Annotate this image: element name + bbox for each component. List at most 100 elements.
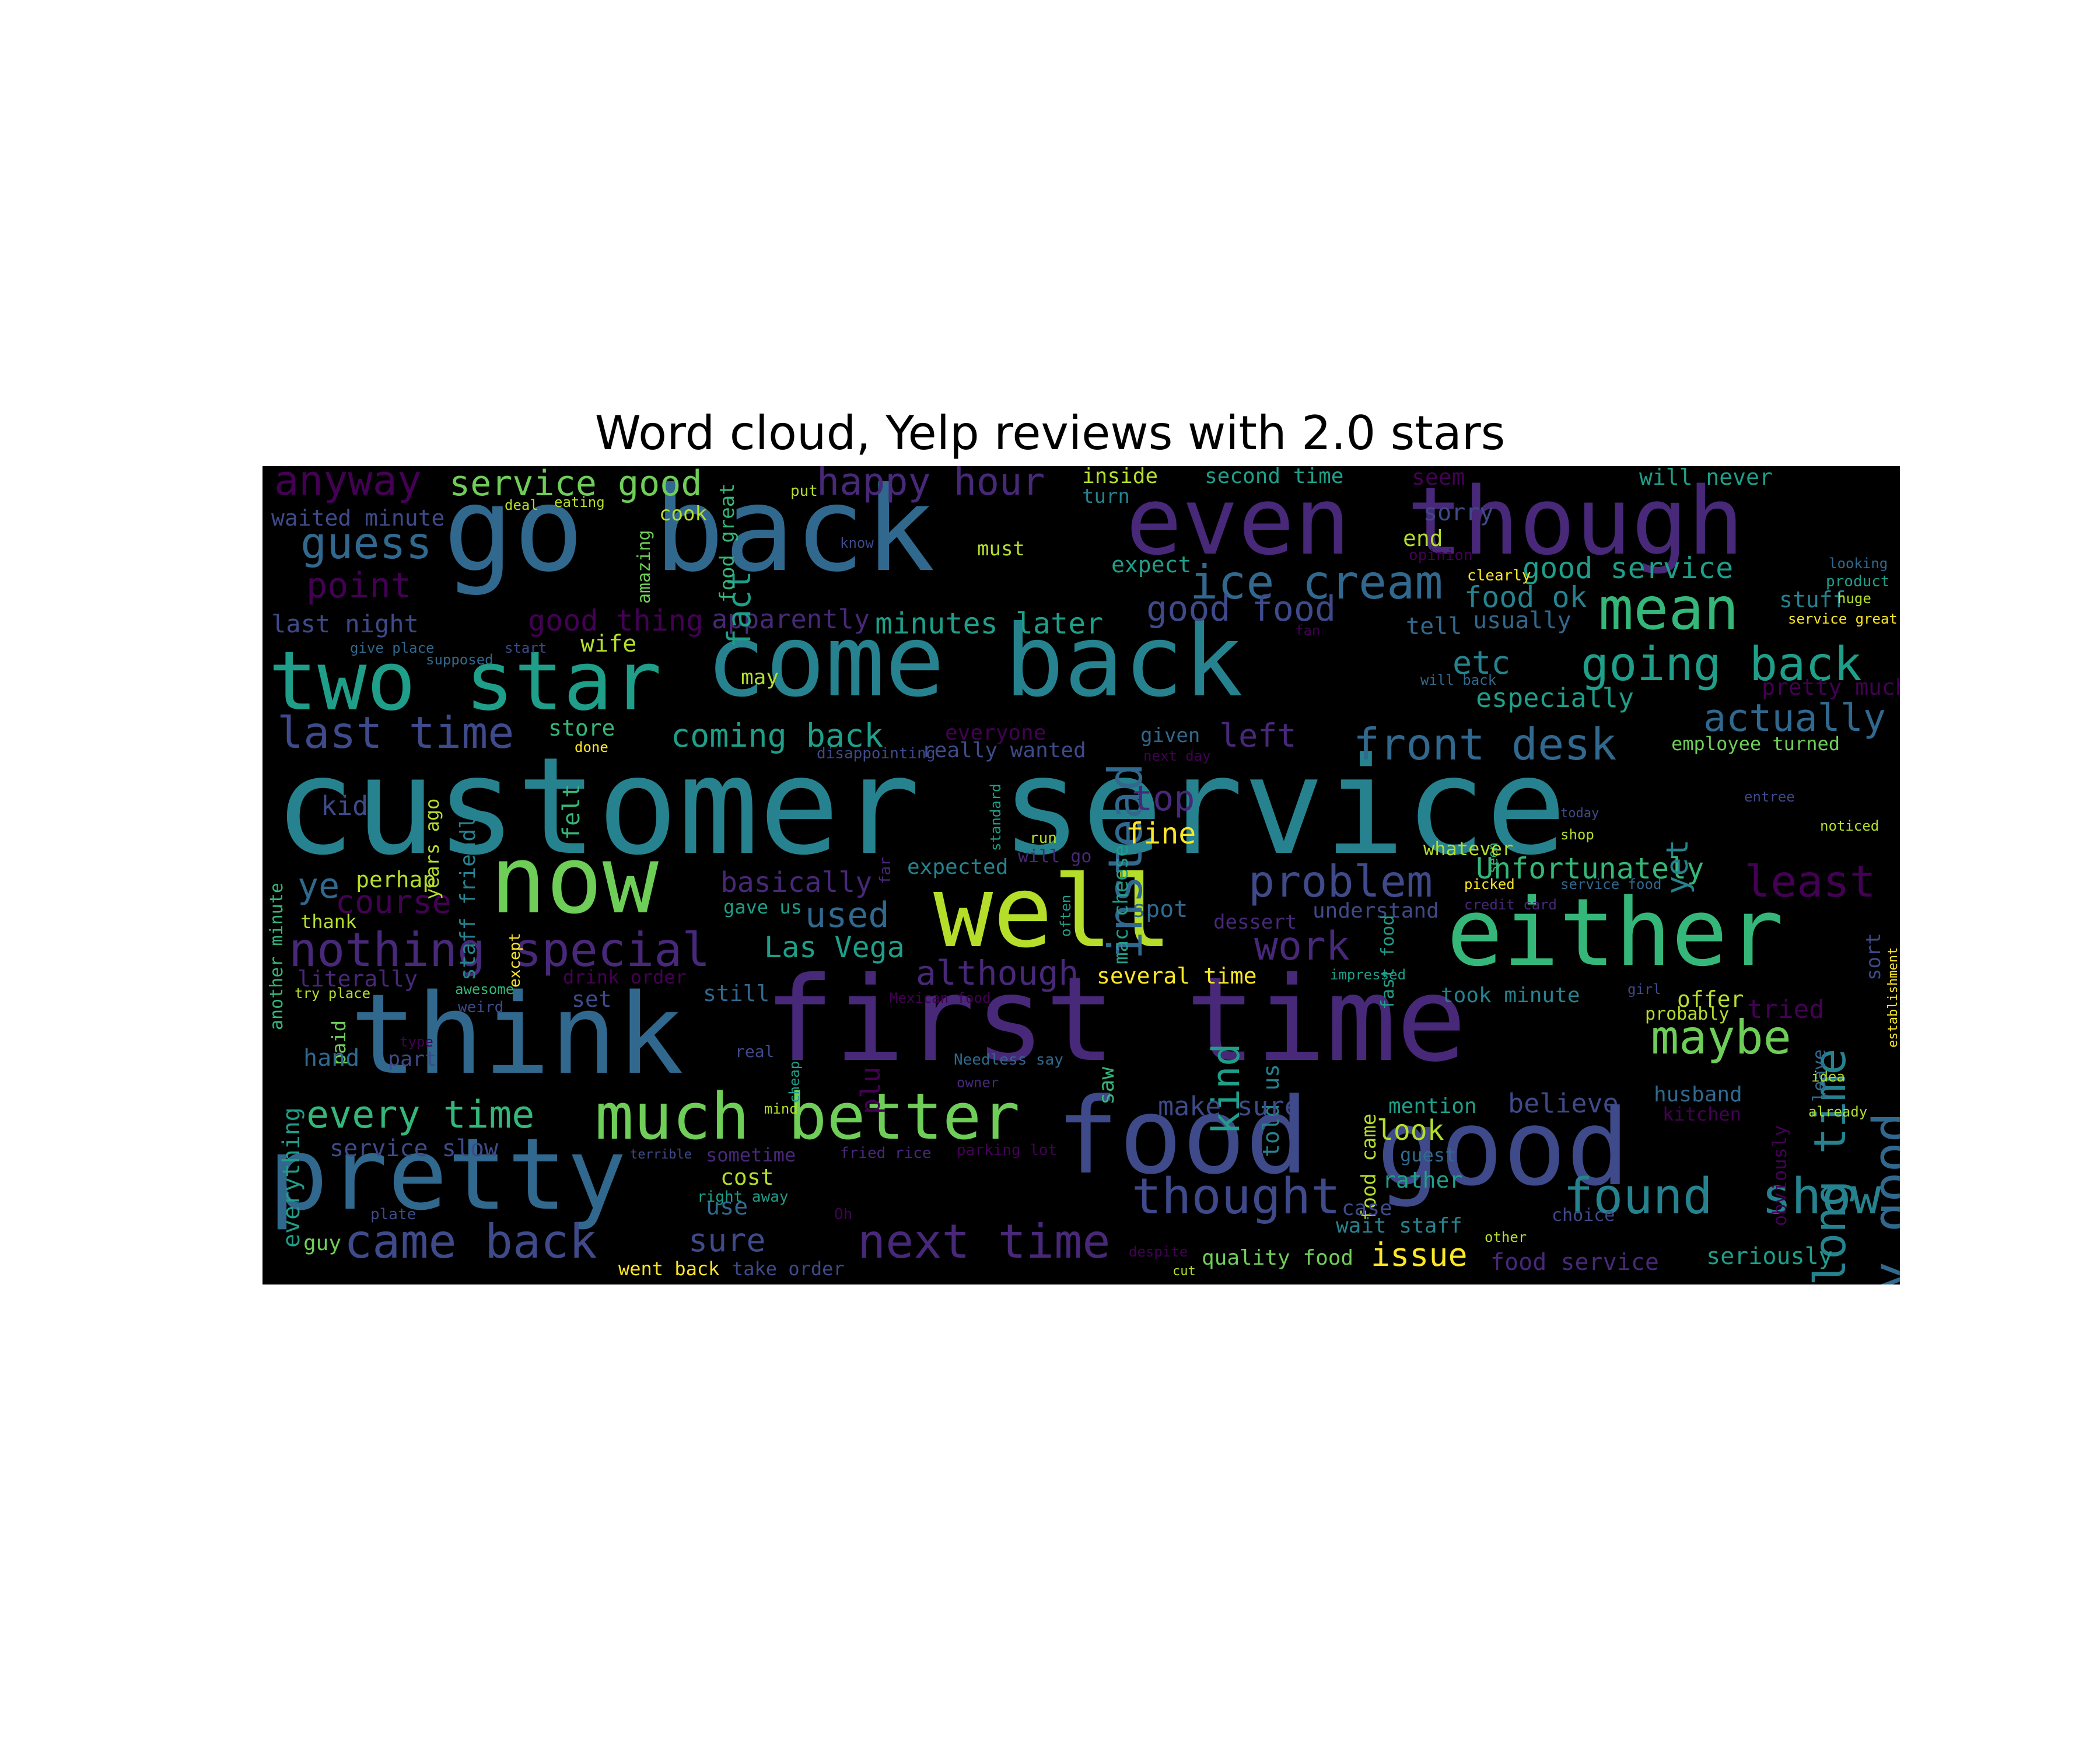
cloud-word: seriously: [1706, 1243, 1833, 1270]
cloud-word: customer service: [274, 729, 1567, 885]
cloud-word: part: [388, 1048, 438, 1071]
cloud-word: other: [1485, 1229, 1527, 1245]
cloud-word: although: [916, 953, 1079, 993]
cloud-word: real: [735, 1042, 775, 1061]
cloud-word: choice: [1552, 1205, 1615, 1226]
cloud-word: entree: [1744, 789, 1795, 805]
cloud-word: far: [877, 856, 894, 884]
cloud-word: sure: [688, 1222, 766, 1259]
cloud-word: already: [1808, 1104, 1868, 1120]
cloud-word: every time: [306, 1093, 535, 1137]
cloud-word: weird: [458, 999, 504, 1016]
cloud-word: rather: [1382, 1167, 1463, 1193]
cloud-word: start: [505, 640, 547, 656]
cloud-word: Unfortunately: [1476, 852, 1704, 886]
cloud-word: plate: [370, 1206, 416, 1223]
cloud-word: last night: [271, 610, 419, 638]
cloud-word: work: [1254, 923, 1350, 970]
cloud-word: inside: [1082, 466, 1158, 488]
cloud-word: felt: [558, 783, 585, 840]
cloud-word: front desk: [1353, 719, 1617, 770]
cloud-word: quality food: [1202, 1246, 1354, 1270]
cloud-word: found: [1563, 1168, 1713, 1226]
cloud-word: several time: [1097, 963, 1257, 989]
cloud-word: everyone: [945, 721, 1046, 745]
cloud-word: dessert: [1213, 911, 1297, 934]
cloud-word: noticed: [1820, 818, 1880, 834]
cloud-word: use: [706, 1194, 748, 1220]
cloud-word: fast food: [1378, 915, 1398, 1010]
cloud-word: may: [741, 666, 779, 690]
cloud-word: yet: [1660, 839, 1695, 894]
cloud-word: give place: [350, 640, 435, 656]
cloud-word: pretty: [268, 1117, 627, 1233]
cloud-word: mind: [764, 1101, 798, 1117]
cloud-word: issue: [1371, 1236, 1468, 1273]
cloud-word: tried: [1747, 995, 1825, 1024]
cloud-word: right away: [697, 1188, 789, 1206]
cloud-word: good food: [1146, 589, 1336, 629]
cloud-word: husband: [1654, 1083, 1742, 1107]
cloud-word: cut: [1172, 1264, 1196, 1279]
cloud-word: maybe: [1651, 1010, 1791, 1065]
cloud-word: fried rice: [840, 1144, 932, 1162]
cloud-word: mention: [1388, 1094, 1477, 1118]
cloud-word: last time: [277, 707, 514, 758]
cloud-word: really wanted: [922, 738, 1086, 762]
cloud-word: sort: [1862, 932, 1885, 981]
cloud-word: went back: [618, 1258, 720, 1280]
cloud-word: understand: [1312, 899, 1439, 923]
cloud-word: spot: [1132, 896, 1188, 923]
cloud-word: Mexican food: [890, 990, 991, 1006]
cloud-word: usually: [1473, 607, 1572, 634]
cloud-word: tell: [1406, 613, 1462, 640]
cloud-word: stuff: [1779, 587, 1846, 612]
cloud-word: food ok: [1464, 580, 1587, 614]
cloud-word: Oh: [834, 1206, 853, 1223]
cloud-word: fine: [1126, 817, 1196, 850]
cloud-word: will go: [1018, 846, 1092, 867]
cloud-word: well: [933, 855, 1172, 970]
cloud-word: Needless say: [954, 1051, 1063, 1069]
cloud-word: store: [548, 715, 615, 741]
cloud-word: going back: [1581, 637, 1862, 691]
cloud-word: amazing: [634, 530, 654, 604]
cloud-word: second time: [1205, 466, 1344, 488]
cloud-word: establishment: [1886, 947, 1900, 1048]
cloud-word: eating: [554, 494, 605, 510]
cloud-word: waited minute: [271, 505, 445, 531]
cloud-word: drink order: [563, 966, 687, 988]
cloud-word: idea: [1811, 1069, 1845, 1085]
cloud-word: will never: [1639, 466, 1773, 490]
cloud-word: course: [335, 883, 452, 921]
cloud-word: will back: [1420, 672, 1497, 688]
word-cloud: customer service first time go back come ba…: [262, 466, 1900, 1284]
chart-title: Word cloud, Yelp reviews with 2.0 stars: [594, 406, 1506, 460]
cloud-word: cost: [720, 1164, 774, 1190]
cloud-word: guest: [1400, 1144, 1457, 1166]
cloud-word: saw: [1095, 1066, 1119, 1105]
cloud-word: used: [805, 895, 890, 936]
cloud-word: huge: [1838, 590, 1871, 607]
cloud-word: mac cheese: [1110, 845, 1133, 964]
cloud-word: offer: [1677, 986, 1744, 1012]
cloud-word: good service: [1522, 551, 1734, 585]
cloud-word: case: [1342, 1196, 1392, 1220]
cloud-word: probably: [1645, 1004, 1730, 1024]
cloud-word: happy hour: [817, 466, 1045, 504]
cloud-word: awesome: [455, 981, 514, 998]
cloud-word: mean: [1598, 575, 1739, 643]
cloud-word: kitchen: [1662, 1103, 1741, 1125]
cloud-word: impressed: [1330, 967, 1406, 983]
cloud-word: picked: [1464, 876, 1515, 892]
cloud-word: years ago: [421, 798, 443, 900]
cloud-word: expect: [1111, 552, 1192, 578]
cloud-word: left: [1219, 717, 1297, 754]
cloud-word: etc: [1452, 644, 1511, 681]
cloud-word: must: [977, 537, 1025, 561]
cloud-word: next time: [858, 1214, 1111, 1269]
cloud-word: literally: [298, 966, 418, 992]
cloud-word: try place: [295, 985, 371, 1002]
cloud-word: come back: [706, 604, 1244, 719]
cloud-word: girl: [1628, 981, 1661, 998]
